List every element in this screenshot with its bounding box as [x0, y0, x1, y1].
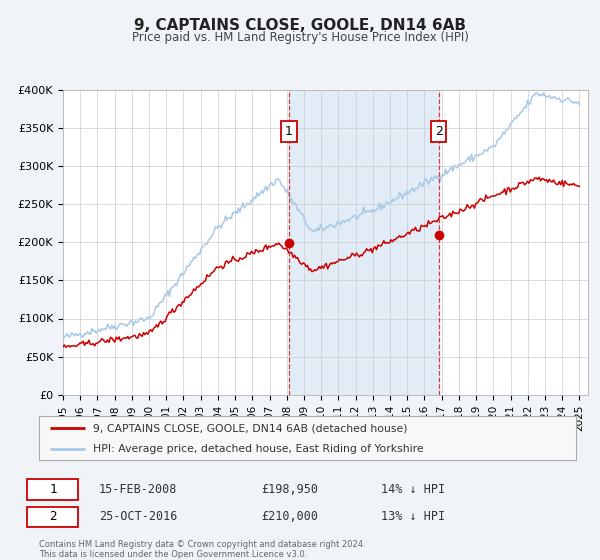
FancyBboxPatch shape [27, 507, 78, 527]
Text: 13% ↓ HPI: 13% ↓ HPI [381, 510, 445, 524]
Text: £198,950: £198,950 [261, 483, 318, 496]
Bar [289, 90, 439, 395]
Text: Contains HM Land Registry data © Crown copyright and database right 2024.: Contains HM Land Registry data © Crown c… [39, 540, 365, 549]
Text: 14% ↓ HPI: 14% ↓ HPI [381, 483, 445, 496]
Text: 2: 2 [49, 510, 56, 524]
Text: HPI: Average price, detached house, East Riding of Yorkshire: HPI: Average price, detached house, East… [93, 444, 424, 454]
Text: This data is licensed under the Open Government Licence v3.0.: This data is licensed under the Open Gov… [39, 549, 307, 559]
Text: 1: 1 [49, 483, 56, 496]
Text: 15-FEB-2008: 15-FEB-2008 [99, 483, 178, 496]
Text: 25-OCT-2016: 25-OCT-2016 [99, 510, 178, 524]
Text: 1: 1 [285, 125, 293, 138]
Text: £210,000: £210,000 [261, 510, 318, 524]
FancyBboxPatch shape [27, 479, 78, 500]
Text: Price paid vs. HM Land Registry's House Price Index (HPI): Price paid vs. HM Land Registry's House … [131, 31, 469, 44]
Text: 9, CAPTAINS CLOSE, GOOLE, DN14 6AB (detached house): 9, CAPTAINS CLOSE, GOOLE, DN14 6AB (deta… [93, 423, 407, 433]
Text: 2: 2 [434, 125, 443, 138]
Text: 9, CAPTAINS CLOSE, GOOLE, DN14 6AB: 9, CAPTAINS CLOSE, GOOLE, DN14 6AB [134, 18, 466, 33]
